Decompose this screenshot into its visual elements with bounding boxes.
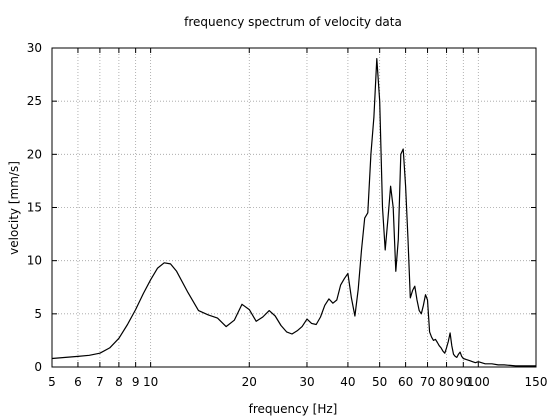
series-layer [51,57,536,367]
x-tick-label: 7 [96,375,104,389]
x-tick-label: 5 [48,375,56,389]
grid [52,48,536,367]
x-tick-label: 9 [132,375,140,389]
y-tick-label: 5 [34,307,42,321]
y-tick-label: 15 [27,201,42,215]
x-tick-label: 6 [74,375,82,389]
x-tick-label: 10 [143,375,158,389]
series-line-0 [51,57,536,367]
plot-frame [51,47,537,368]
y-tick-label: 10 [27,254,42,268]
chart-title: frequency spectrum of velocity data [184,15,402,29]
x-tick-label: 50 [372,375,387,389]
x-axis-title: frequency [Hz] [249,402,338,416]
x-tick-label: 60 [398,375,413,389]
y-axis-title: velocity [mm/s] [7,161,21,255]
x-tick-label: 8 [115,375,123,389]
x-tick-label: 90 [456,375,471,389]
x-tick-label: 30 [299,375,314,389]
y-tick-label: 0 [34,360,42,374]
x-tick-label: 70 [420,375,435,389]
x-tick-label: 20 [242,375,257,389]
x-tick-label: 80 [439,375,454,389]
y-tick-label: 20 [27,147,42,161]
y-tick-label: 25 [27,94,42,108]
x-tick-label: 150 [525,375,548,389]
y-tick-label: 30 [27,41,42,55]
x-tick-label: 40 [340,375,355,389]
x-tick-label: 100 [467,375,490,389]
